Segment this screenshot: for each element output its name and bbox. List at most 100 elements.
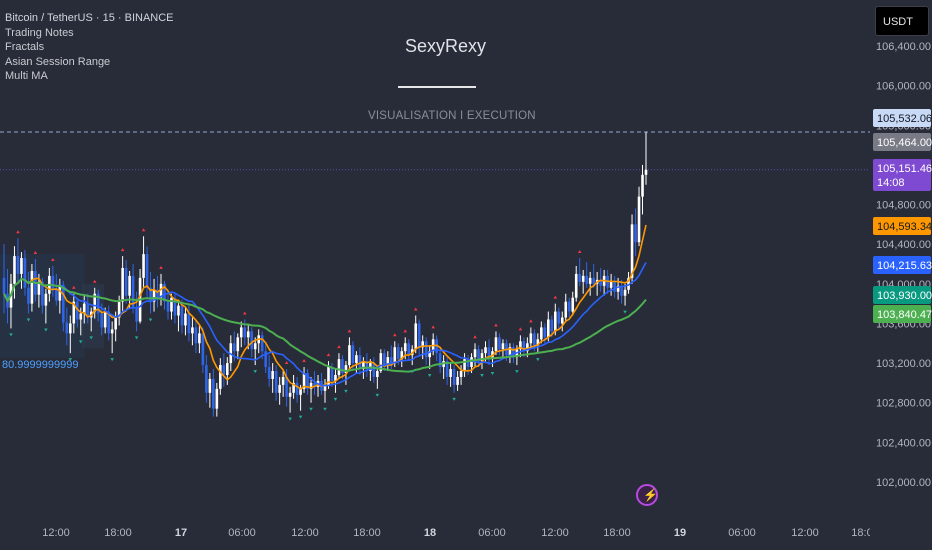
candle-body (121, 267, 124, 302)
candle-body (487, 347, 491, 360)
fractal-down (344, 389, 348, 393)
ma-mid-tag: 104,215.63 (873, 256, 932, 274)
candle (424, 337, 428, 366)
ma-slow2-tag-bg (873, 305, 931, 323)
chart-area[interactable]: Bitcoin / TetherUS · 15 · BINANCE Tradin… (0, 0, 870, 515)
candle-body (114, 317, 117, 330)
candle (491, 347, 494, 368)
candle-body (484, 347, 487, 354)
fractal-up (392, 333, 397, 337)
candle-body (271, 371, 274, 379)
candle-body (393, 347, 397, 364)
time-tick: 19 (674, 527, 686, 539)
candle (567, 297, 571, 318)
candle-body (473, 349, 477, 358)
time-tick: 12:00 (791, 527, 819, 539)
candle (285, 369, 288, 407)
candle (295, 376, 299, 403)
lightning-icon: ⚡ (643, 488, 658, 502)
indicator-asian-session-range[interactable]: Asian Session Range (5, 55, 111, 68)
candle (571, 291, 575, 316)
candle (438, 347, 442, 373)
candle (27, 271, 30, 314)
candle-body (362, 361, 365, 370)
candle (239, 321, 243, 348)
fractal-up (302, 359, 306, 363)
lightning-button[interactable]: ⚡ (636, 484, 658, 506)
time-tick: 12:00 (42, 527, 70, 539)
candle (51, 265, 55, 297)
fractal-down (323, 407, 327, 411)
candle (306, 369, 309, 395)
candle-body (323, 384, 327, 391)
candle-body (327, 367, 330, 385)
fractal-down (26, 318, 31, 322)
candle (219, 358, 222, 395)
candle (44, 288, 48, 324)
candle (407, 339, 411, 362)
currency-button[interactable]: USDT (875, 6, 929, 36)
candle (72, 293, 76, 334)
candle (574, 265, 578, 302)
fractal-down (110, 358, 114, 362)
fractal-down (623, 310, 627, 314)
candle-body (571, 297, 575, 312)
time-axis[interactable]: 12:00 18:00 17 06:00 12:00 18:00 18 06:00 12:00 1… (0, 515, 870, 550)
candle-body (519, 341, 522, 350)
candle-body (574, 273, 578, 298)
candle-body (480, 353, 484, 362)
candle-body (51, 275, 55, 289)
indicator-multi-ma[interactable]: Multi MA (5, 70, 48, 82)
candle-body (302, 373, 306, 389)
candle (75, 297, 79, 328)
candle-body (585, 275, 588, 284)
candle-body (110, 329, 114, 334)
ma-mid-line (3, 262, 647, 387)
candle (264, 343, 267, 373)
candle-body (93, 293, 97, 312)
candle-body (637, 196, 641, 243)
brand-underline (398, 86, 476, 88)
candle (452, 365, 456, 393)
candle-body (372, 363, 376, 377)
candle (124, 260, 128, 304)
indicator-trading-notes[interactable]: Trading Notes (5, 26, 74, 39)
candle-body (498, 337, 501, 350)
time-tick: 18 (424, 527, 436, 539)
fractal-up (33, 251, 38, 255)
candle-body (201, 333, 205, 366)
fractal-up (141, 228, 146, 232)
candle-body (295, 382, 299, 395)
candle-body (177, 305, 180, 316)
candle-body (55, 288, 58, 301)
symbol-info[interactable]: Bitcoin / TetherUS · 15 · BINANCE (5, 12, 174, 24)
indicator-fractals[interactable]: Fractals (5, 41, 45, 53)
candle-body (550, 319, 554, 332)
ma-mid-tag-label: 104,215.63 (877, 260, 932, 272)
candle-body (407, 343, 411, 356)
candle (13, 246, 16, 299)
candle (166, 289, 170, 320)
candle (212, 369, 215, 417)
candle-body (68, 323, 72, 334)
candle-body (142, 254, 145, 278)
price-axis[interactable]: 106,400.00 106,000.00 104,800.00 104,400.00… (870, 0, 932, 515)
candle (152, 278, 156, 312)
candle (564, 293, 568, 322)
candle (459, 365, 463, 385)
candle-body (386, 357, 390, 366)
price-scale[interactable]: 106,400.00 106,000.00 104,800.00 104,400.00… (870, 0, 932, 515)
candle-body (348, 345, 351, 366)
asian-range-label: 80.9999999999 (2, 359, 79, 371)
candle-body (355, 355, 358, 364)
candle-body (567, 301, 571, 312)
candle (292, 374, 295, 399)
candle-body (37, 281, 41, 295)
price-chart[interactable] (0, 0, 870, 515)
candle-body (62, 284, 65, 323)
candle-body (2, 277, 6, 294)
candle-body (613, 281, 616, 292)
candle-body (173, 297, 177, 316)
time-scale[interactable]: 12:00 18:00 17 06:00 12:00 18:00 18 06:00 12:00 1… (0, 515, 870, 550)
fractal-down (288, 417, 292, 421)
